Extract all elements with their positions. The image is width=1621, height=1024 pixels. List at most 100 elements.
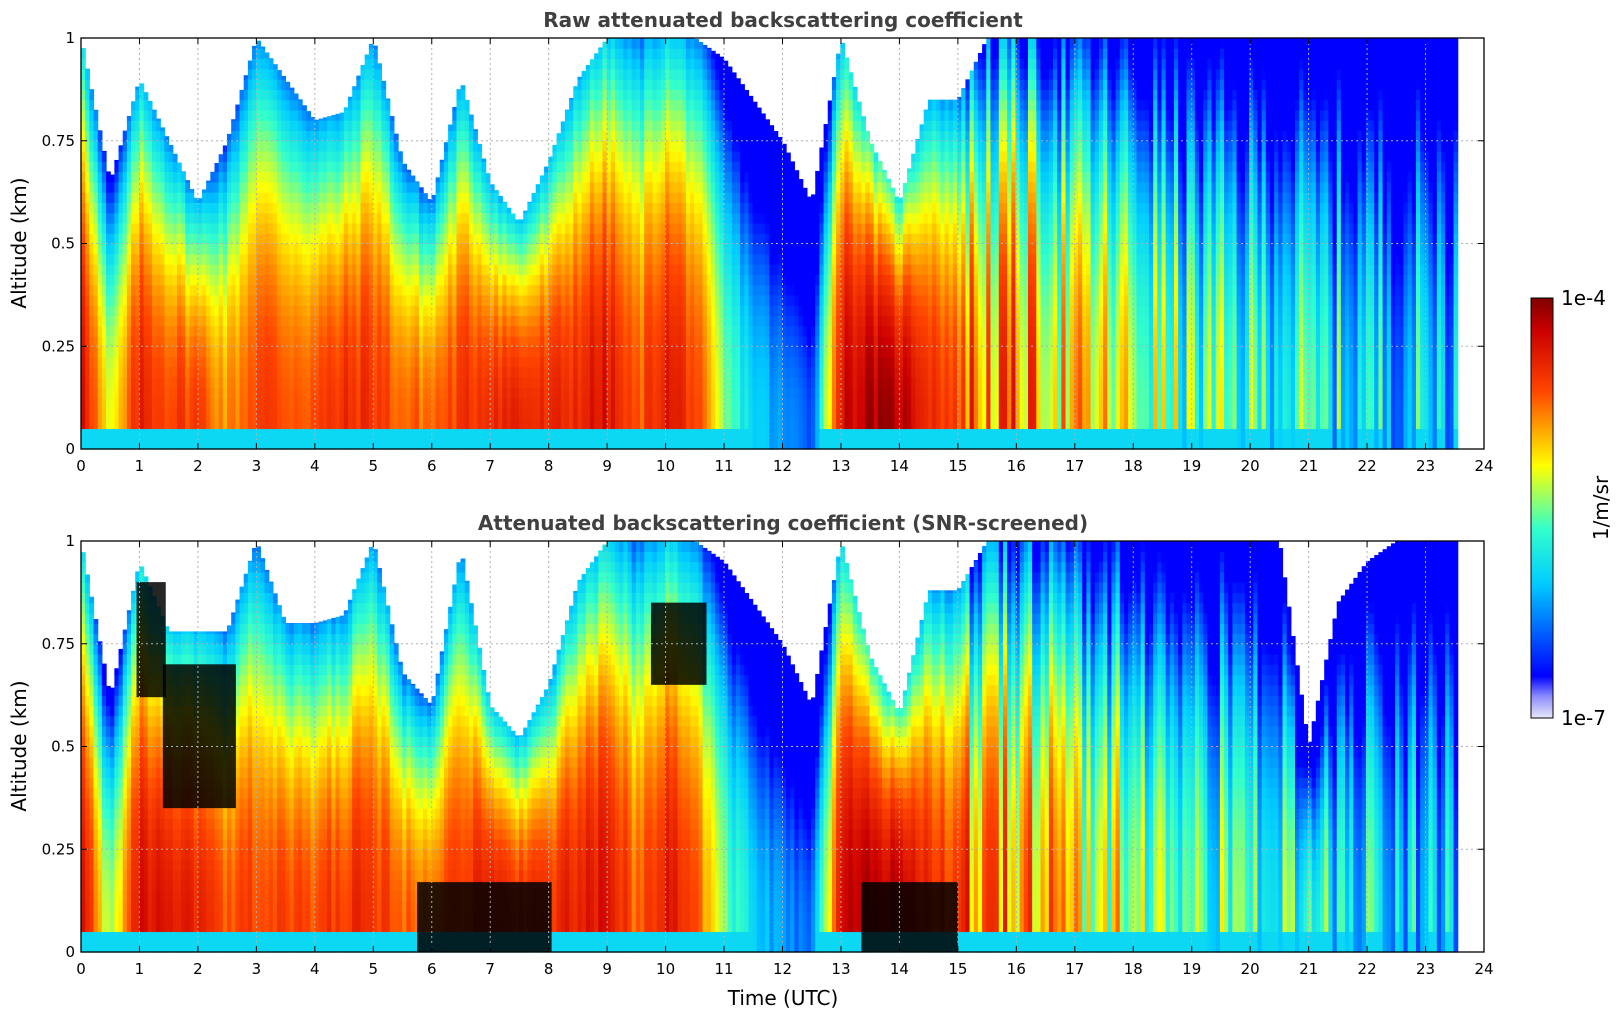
heatmap-cell — [156, 254, 161, 265]
heatmap-cell — [173, 213, 178, 224]
heatmap-cell — [248, 346, 253, 357]
heatmap-cell — [110, 346, 115, 357]
heatmap-cell — [123, 202, 128, 213]
heatmap-cell — [215, 163, 220, 172]
heatmap-cell — [160, 213, 165, 224]
heatmap-cell — [85, 213, 90, 224]
heatmap-cell — [277, 89, 282, 100]
heatmap-cell — [119, 305, 124, 316]
heatmap-cell — [114, 160, 119, 162]
heatmap-cell — [156, 295, 161, 306]
heatmap-cell — [240, 192, 245, 203]
heatmap-cell — [244, 213, 249, 224]
heatmap-cell — [269, 69, 274, 80]
heatmap-cell — [219, 285, 224, 296]
heatmap-cell — [269, 120, 274, 131]
heatmap-cell — [98, 151, 103, 162]
heatmap-cell — [235, 336, 240, 347]
heatmap-cell — [269, 305, 274, 316]
heatmap-cell — [160, 223, 165, 234]
heatmap-cell — [294, 346, 299, 357]
heatmap-cell — [123, 161, 128, 172]
heatmap-cell — [240, 120, 245, 131]
heatmap-cell — [298, 285, 303, 296]
heatmap-cell — [98, 192, 103, 203]
heatmap-cell — [89, 130, 94, 141]
heatmap-cell — [202, 377, 207, 388]
heatmap-cell — [81, 244, 86, 255]
heatmap-cell — [94, 367, 99, 378]
heatmap-cell — [269, 336, 274, 347]
heatmap-cell — [102, 244, 107, 255]
heatmap-cell — [131, 274, 136, 285]
heatmap-cell — [110, 336, 115, 347]
heatmap-cell — [248, 408, 253, 419]
heatmap-cell — [277, 367, 282, 378]
heatmap-cell — [85, 336, 90, 347]
heatmap-cell — [198, 202, 203, 213]
heatmap-cell — [110, 418, 115, 429]
heatmap-cell — [298, 100, 303, 111]
heatmap-cell — [127, 254, 132, 265]
heatmap-cell — [144, 264, 149, 275]
heatmap-cell — [210, 439, 215, 450]
heatmap-cell — [265, 357, 270, 368]
heatmap-cell — [106, 285, 111, 296]
heatmap-cell — [94, 254, 99, 265]
heatmap-cell — [227, 305, 232, 316]
heatmap-cell — [298, 99, 303, 100]
heatmap-cell — [281, 439, 286, 450]
heatmap-cell — [260, 141, 265, 152]
heatmap-cell — [210, 182, 215, 193]
heatmap-cell — [152, 192, 157, 203]
heatmap-cell — [294, 274, 299, 285]
heatmap-cell — [81, 326, 86, 337]
heatmap-cell — [273, 295, 278, 306]
heatmap-cell — [106, 182, 111, 193]
heatmap-cell — [269, 110, 274, 121]
heatmap-cell — [173, 192, 178, 203]
heatmap-cell — [273, 233, 278, 244]
heatmap-cell — [156, 439, 161, 450]
heatmap-cell — [81, 377, 86, 388]
heatmap-cell — [131, 346, 136, 357]
heatmap-cell — [89, 161, 94, 172]
heatmap-cell — [302, 161, 307, 172]
heatmap-cell — [152, 387, 157, 398]
heatmap-cell — [223, 418, 228, 429]
heatmap-cell — [248, 418, 253, 429]
heatmap-cell — [144, 223, 149, 234]
heatmap-cell — [315, 387, 320, 398]
heatmap-cell — [231, 274, 236, 285]
heatmap-cell — [114, 264, 119, 275]
heatmap-cell — [127, 295, 132, 306]
heatmap-cell — [81, 295, 86, 306]
heatmap-cell — [223, 254, 228, 265]
heatmap-cell — [127, 315, 132, 326]
heatmap-cell — [148, 264, 153, 275]
heatmap-cell — [85, 295, 90, 306]
heatmap-cell — [173, 346, 178, 357]
heatmap-cell — [248, 192, 253, 203]
heatmap-cell — [123, 377, 128, 388]
heatmap-cell — [114, 244, 119, 255]
heatmap-cell — [244, 346, 249, 357]
heatmap-cell — [294, 141, 299, 152]
heatmap-cell — [227, 336, 232, 347]
heatmap-cell — [285, 428, 290, 439]
heatmap-cell — [102, 367, 107, 378]
heatmap-cell — [235, 295, 240, 306]
heatmap-cell — [94, 223, 99, 234]
heatmap-cell — [177, 357, 182, 368]
heatmap-cell — [248, 100, 253, 111]
heatmap-cell — [185, 336, 190, 347]
heatmap-cell — [223, 305, 228, 316]
heatmap-cell — [277, 264, 282, 275]
heatmap-cell — [139, 439, 144, 450]
heatmap-cell — [198, 244, 203, 255]
heatmap-cell — [156, 336, 161, 347]
heatmap-cell — [206, 244, 211, 255]
heatmap-cell — [173, 305, 178, 316]
heatmap-cell — [260, 100, 265, 111]
heatmap-cell — [139, 305, 144, 316]
